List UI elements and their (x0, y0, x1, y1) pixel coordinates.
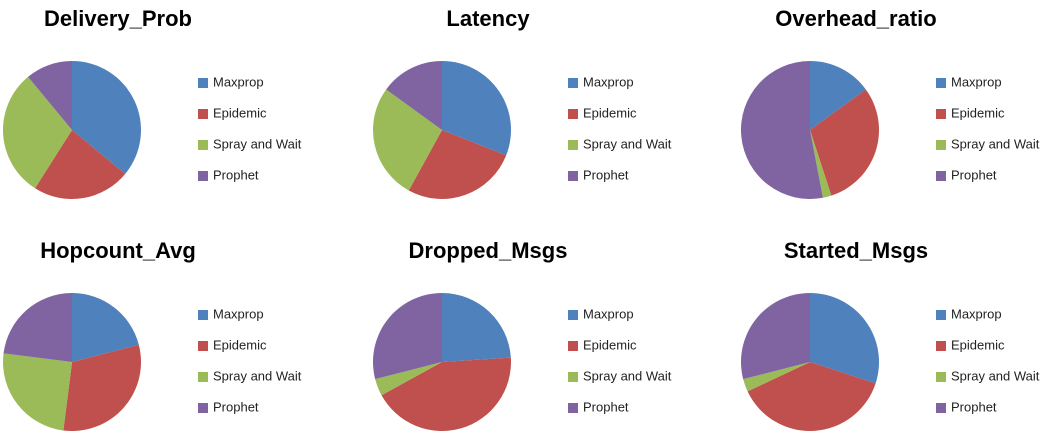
pie-slice (810, 89, 879, 196)
legend-swatch (936, 109, 946, 119)
pie-chart: Hopcount_Avg Maxprop Epidemic Spray and Wai… (2, 238, 302, 431)
legend-label: Epidemic (583, 105, 637, 120)
pie-slice (72, 61, 141, 174)
pie-slice (2, 353, 73, 431)
legend-swatch (936, 140, 946, 150)
legend-swatch (568, 341, 578, 351)
legend-label: Maxprop (951, 306, 1002, 321)
legend-swatch (198, 372, 208, 382)
pie-slice (375, 362, 442, 396)
legend-label: Prophet (213, 167, 259, 182)
pie-slice (381, 357, 511, 431)
legend-label: Maxprop (213, 74, 264, 89)
legend-swatch (936, 341, 946, 351)
pie-slice (72, 293, 139, 362)
legend-swatch (568, 78, 578, 88)
legend-label: Spray and Wait (951, 136, 1040, 151)
legend-swatch (198, 403, 208, 413)
legend-label: Prophet (213, 399, 259, 414)
legend-label: Prophet (951, 167, 997, 182)
pie-slice (3, 293, 73, 362)
pie-slice (373, 89, 442, 191)
legend-label: Spray and Wait (213, 136, 302, 151)
legend-label: Spray and Wait (583, 368, 672, 383)
pie-chart: Delivery_Prob Maxprop Epidemic Spray and Wa… (2, 6, 302, 199)
legend-label: Epidemic (951, 337, 1005, 352)
legend-swatch (568, 140, 578, 150)
legend-swatch (568, 403, 578, 413)
legend-swatch (936, 171, 946, 181)
legend-swatch (198, 140, 208, 150)
chart-title: Started_Msgs (784, 238, 928, 263)
legend-swatch (198, 341, 208, 351)
pie-chart: Dropped_Msgs Maxprop Epidemic Spray and Wai… (372, 238, 672, 431)
pie-slice (386, 61, 442, 130)
legend-swatch (936, 310, 946, 320)
legend-swatch (568, 171, 578, 181)
pie-chart: Started_Msgs Maxprop Epidemic Spray and Wai… (741, 238, 1040, 431)
pie-slice (740, 61, 823, 199)
chart-title: Hopcount_Avg (40, 238, 196, 263)
legend-swatch (568, 372, 578, 382)
pie-slice (372, 293, 442, 380)
legend-label: Maxprop (213, 306, 264, 321)
chart-title: Overhead_ratio (775, 6, 936, 31)
legend-label: Spray and Wait (213, 368, 302, 383)
legend-swatch (198, 109, 208, 119)
legend-label: Spray and Wait (951, 368, 1040, 383)
legend-label: Prophet (583, 167, 629, 182)
pie-slice (2, 76, 72, 189)
legend-swatch (936, 372, 946, 382)
legend-swatch (568, 310, 578, 320)
pie-chart: Latency Maxprop Epidemic Spray and Wait Prop… (373, 6, 672, 200)
chart-title: Delivery_Prob (44, 6, 192, 31)
legend-swatch (198, 171, 208, 181)
pie-slice (35, 130, 126, 199)
pie-slice (442, 61, 511, 156)
pie-slice (810, 293, 879, 384)
legend-label: Maxprop (583, 74, 634, 89)
legend-label: Epidemic (951, 105, 1005, 120)
legend-label: Epidemic (213, 337, 267, 352)
pie-slice (810, 130, 832, 198)
legend-label: Spray and Wait (583, 136, 672, 151)
legend-swatch (936, 403, 946, 413)
pie-slice (63, 344, 142, 431)
chart-title: Latency (446, 6, 530, 31)
legend-label: Epidemic (583, 337, 637, 352)
legend-swatch (198, 310, 208, 320)
pie-slice (408, 130, 507, 200)
pie-slice (810, 61, 866, 130)
pie-slice (743, 362, 810, 392)
pie-chart: Overhead_ratio Maxprop Epidemic Spray and W… (740, 6, 1040, 199)
chart-title: Dropped_Msgs (409, 238, 568, 263)
pie-slice (741, 293, 810, 380)
legend-label: Maxprop (951, 74, 1002, 89)
legend-label: Prophet (951, 399, 997, 414)
pie-slice (747, 362, 876, 431)
pie-slice (442, 293, 511, 362)
pie-slice (28, 61, 72, 130)
legend-swatch (568, 109, 578, 119)
legend-label: Prophet (583, 399, 629, 414)
legend-swatch (198, 78, 208, 88)
legend-label: Maxprop (583, 306, 634, 321)
legend-label: Epidemic (213, 105, 267, 120)
legend-swatch (936, 78, 946, 88)
